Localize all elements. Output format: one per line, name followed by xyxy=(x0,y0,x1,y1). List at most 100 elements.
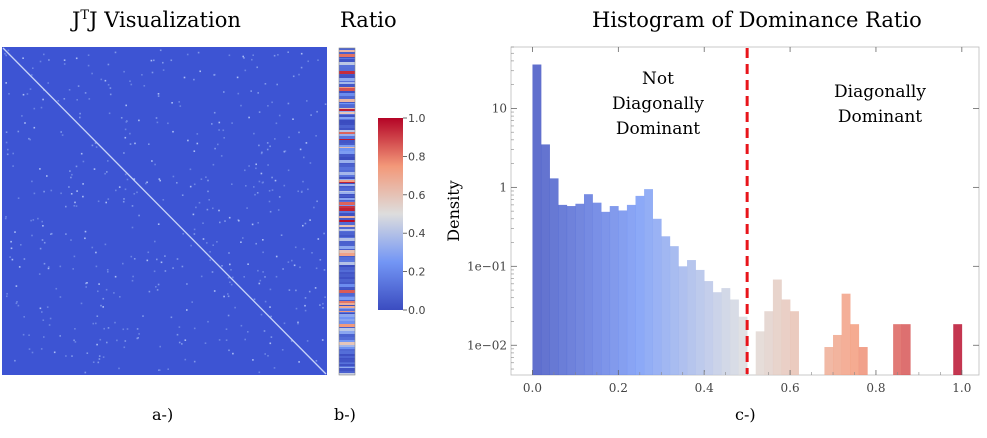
matrix-entry xyxy=(145,182,147,185)
histogram-bar xyxy=(764,311,774,375)
histogram-bar xyxy=(790,311,799,375)
ratio-stripe xyxy=(339,188,355,191)
ratio-stripe xyxy=(339,371,355,373)
ratio-stripe xyxy=(339,237,355,238)
matrix-entry xyxy=(193,233,196,235)
ratio-stripe xyxy=(339,213,355,216)
matrix-entry xyxy=(244,69,247,72)
matrix-entry xyxy=(17,130,20,133)
matrix-entry xyxy=(295,307,298,310)
matrix-entry xyxy=(193,228,196,231)
ratio-stripe xyxy=(339,250,355,253)
ratio-stripe xyxy=(339,134,355,136)
matrix-entry xyxy=(125,121,128,123)
matrix-entry xyxy=(269,288,272,291)
matrix-entry xyxy=(322,302,324,305)
matrix-entry xyxy=(251,223,254,226)
ratio-stripe xyxy=(339,192,355,194)
matrix-entry xyxy=(126,178,129,181)
matrix-entry xyxy=(304,297,307,299)
colorbar-tick-label: 0.4 xyxy=(408,227,426,240)
matrix-entry xyxy=(258,180,261,183)
ratio-stripe xyxy=(339,260,355,262)
matrix-entry xyxy=(8,93,10,95)
y-tick-label: 1e−02 xyxy=(467,338,507,352)
ratio-stripe xyxy=(339,183,355,184)
ratio-stripe xyxy=(339,232,355,235)
matrix-entry xyxy=(18,266,21,268)
matrix-entry xyxy=(309,219,311,221)
matrix-entry xyxy=(131,226,134,229)
ratio-stripe xyxy=(339,235,355,237)
ratio-stripe xyxy=(339,257,355,260)
matrix-entry xyxy=(207,190,209,193)
ratio-stripe xyxy=(339,147,355,148)
ratio-stripe xyxy=(339,342,355,345)
ratio-stripe xyxy=(339,59,355,62)
matrix-entry xyxy=(273,54,276,57)
matrix-entry xyxy=(184,358,187,361)
matrix-entry xyxy=(303,156,305,159)
ratio-stripe xyxy=(339,225,355,227)
matrix-entry xyxy=(65,205,67,208)
matrix-entry xyxy=(276,83,278,86)
matrix-entry xyxy=(253,186,255,188)
matrix-entry xyxy=(131,205,134,207)
ratio-stripe xyxy=(339,296,355,297)
ratio-stripe xyxy=(339,324,355,327)
histogram-bar xyxy=(532,64,542,375)
matrix-entry xyxy=(158,178,161,180)
matrix-entry xyxy=(202,238,205,240)
matrix-entry xyxy=(91,246,94,249)
matrix-entry xyxy=(227,295,230,298)
matrix-entry xyxy=(59,265,62,268)
matrix-entry xyxy=(283,150,286,153)
matrix-entry xyxy=(223,137,225,139)
caption-a: a-) xyxy=(152,405,174,424)
ratio-stripe xyxy=(339,62,355,65)
ratio-stripe xyxy=(339,177,355,179)
matrix-entry xyxy=(278,114,281,117)
matrix-entry xyxy=(319,259,322,261)
matrix-entry xyxy=(218,121,221,124)
ratio-stripe xyxy=(339,160,355,163)
matrix-entry xyxy=(130,255,133,258)
histogram-bar xyxy=(755,331,765,375)
matrix-entry xyxy=(91,144,94,147)
matrix-entry xyxy=(76,99,78,101)
matrix-entry xyxy=(206,242,208,244)
matrix-entry xyxy=(12,152,14,155)
ratio-stripe xyxy=(339,321,355,324)
matrix-entry xyxy=(164,255,166,257)
matrix-entry xyxy=(5,131,8,133)
matrix-entry xyxy=(46,306,49,308)
ratio-stripe xyxy=(339,125,355,128)
matrix-entry xyxy=(70,176,72,179)
ratio-stripe xyxy=(339,186,355,187)
matrix-entry xyxy=(219,221,221,224)
matrix-entry xyxy=(33,192,36,195)
ratio-stripe xyxy=(339,57,355,58)
ratio-stripe xyxy=(339,50,355,52)
matrix-entry xyxy=(206,208,209,211)
matrix-entry xyxy=(269,210,272,213)
ratio-stripe xyxy=(339,303,355,305)
histogram-bar xyxy=(635,195,645,375)
matrix-entry xyxy=(43,262,46,265)
colorbar: 0.0 0.2 0.4 0.6 0.8 1.0 xyxy=(378,112,426,317)
matrix-entry xyxy=(118,186,121,188)
ratio-stripe xyxy=(339,163,355,164)
matrix-entry xyxy=(298,361,300,363)
matrix-entry xyxy=(176,182,178,184)
matrix-entry xyxy=(209,251,211,253)
matrix-entry xyxy=(301,190,303,193)
ratio-stripe xyxy=(339,287,355,289)
ratio-stripe xyxy=(339,167,355,170)
matrix-entry xyxy=(314,287,317,289)
matrix-entry xyxy=(181,343,183,345)
matrix-entry xyxy=(287,51,289,53)
matrix-entry xyxy=(277,54,279,56)
ratio-stripe xyxy=(339,289,355,290)
matrix-entry xyxy=(262,271,264,273)
matrix-entry xyxy=(96,315,99,317)
